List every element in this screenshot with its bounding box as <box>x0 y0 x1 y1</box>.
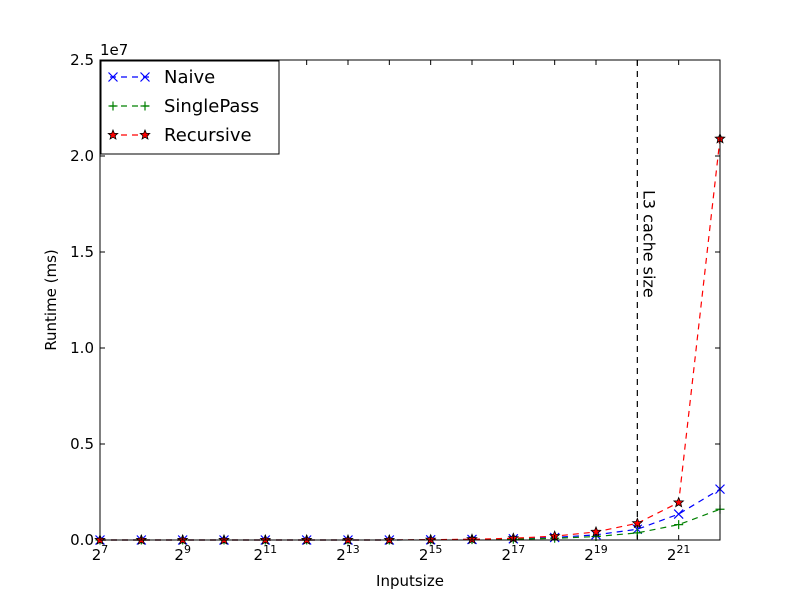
plot-frame <box>99 59 721 541</box>
y-tick-label: 0.5 <box>70 435 94 453</box>
data-point-singlepass <box>674 520 684 530</box>
legend-box <box>100 60 280 155</box>
legend-marker <box>107 128 119 140</box>
x-tick-label: 213 <box>336 543 360 564</box>
y-tick-label: 1.0 <box>70 339 94 357</box>
x-tick-label: 27 <box>92 543 109 564</box>
legend-marker <box>108 101 118 111</box>
y-axis-label: Runtime (ms) <box>42 249 60 351</box>
y-tick-label: 2.0 <box>70 147 94 165</box>
legend-marker <box>139 128 151 140</box>
legend-item-singlepass: SinglePass <box>108 96 259 117</box>
legend-item-recursive: Recursive <box>107 125 252 146</box>
y-axis: 0.0 0.5 1.0 1.5 2.0 2.5 <box>70 51 720 549</box>
y-offset-label: 1e7 <box>100 41 128 59</box>
l3-cache-label: L3 cache size <box>639 190 658 298</box>
y-tick-label: 0.0 <box>70 531 94 549</box>
x-axis-label: Inputsize <box>376 572 444 590</box>
x-tick-label: 29 <box>174 543 191 564</box>
legend: Naive SinglePass Recursive <box>100 60 280 155</box>
legend-item-naive: Naive <box>108 67 215 88</box>
data-point-recursive <box>672 496 685 508</box>
x-tick-label: 221 <box>667 543 691 564</box>
y-tick-label: 1.5 <box>70 243 94 261</box>
x-tick-label: 219 <box>584 543 608 564</box>
y-tick-label: 2.5 <box>70 51 94 69</box>
legend-label: Naive <box>164 67 215 88</box>
legend-marker <box>140 101 150 111</box>
legend-marker <box>140 72 150 82</box>
annotation-layer: L3 cache size <box>636 60 658 540</box>
legend-marker <box>108 72 118 82</box>
data-point-naive <box>673 509 684 520</box>
legend-label: Recursive <box>164 125 252 146</box>
legend-label: SinglePass <box>164 96 259 117</box>
data-point-recursive <box>631 517 644 529</box>
data-point-recursive <box>590 525 602 537</box>
x-tick-label: 215 <box>419 543 443 564</box>
x-tick-label: 217 <box>502 543 526 564</box>
x-axis: 27 29 211 213 215 217 219 221 <box>92 60 721 564</box>
x-tick-label: 211 <box>254 543 278 564</box>
